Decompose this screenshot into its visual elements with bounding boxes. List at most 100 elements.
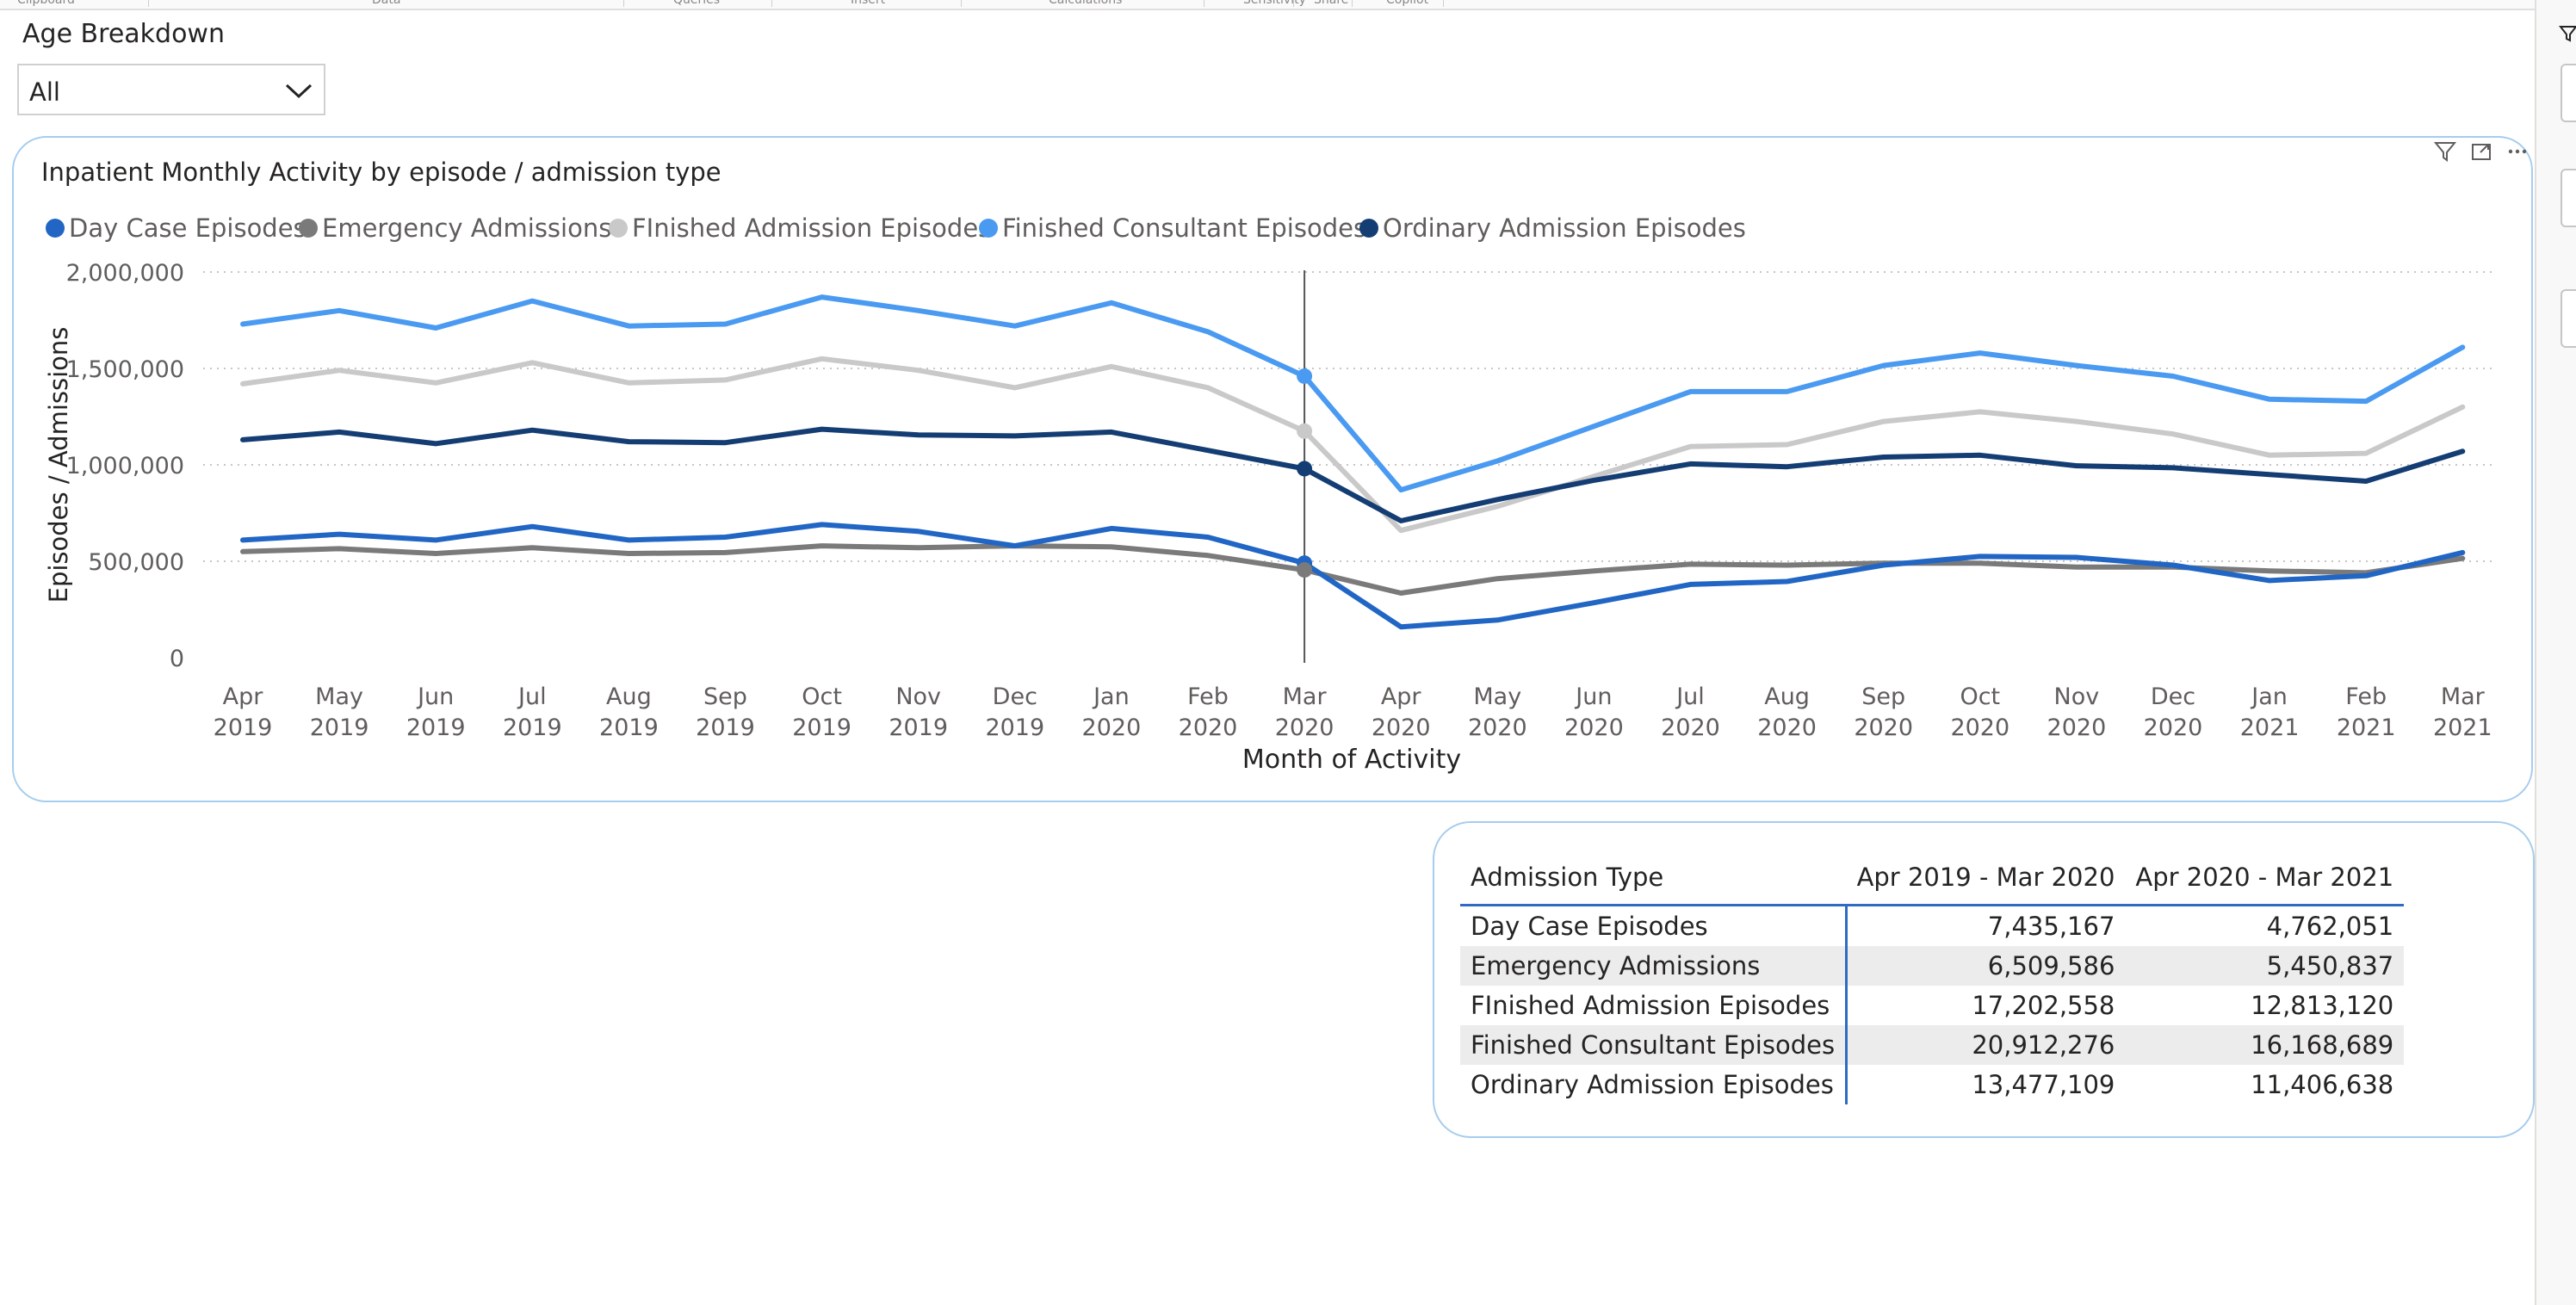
table-header-row: Admission Type Apr 2019 - Mar 2020 Apr 2… [1460, 850, 2405, 906]
chart-series-lines [240, 294, 2466, 630]
x-tick-month: May [1473, 683, 1521, 710]
x-tick-month: Sep [703, 683, 747, 710]
table-cell-type: FInished Admission Episodes [1460, 986, 1848, 1025]
data-point-marker[interactable] [1297, 368, 1313, 384]
table-cell-value: 12,813,120 [2251, 991, 2394, 1020]
x-tick-year: 2019 [889, 714, 948, 741]
table-cell-value: 6,509,586 [1846, 946, 2126, 986]
ribbon-group-label: Sensitivity [1243, 0, 1306, 7]
filter-well-box[interactable] [2561, 64, 2576, 122]
legend-label[interactable]: Emergency Admissions [322, 213, 611, 243]
x-tick-year: 2020 [1468, 714, 1527, 741]
table-row[interactable]: Day Case Episodes 7,435,167 4,762,051 [1460, 905, 2404, 946]
ribbon-group-label: Insert [851, 0, 886, 7]
legend-marker[interactable] [1359, 219, 1378, 238]
slicer-title: Age Breakdown [22, 19, 225, 49]
table-cell-type: Emergency Admissions [1460, 946, 1848, 986]
legend-marker[interactable] [609, 219, 628, 238]
line-chart-visual[interactable] [12, 136, 2533, 802]
y-tick-label: 1,000,000 [66, 453, 184, 479]
column-header-2019-2020[interactable]: Apr 2019 - Mar 2020 [1846, 850, 2126, 906]
ribbon-group-label: Calculations [1049, 0, 1123, 7]
series-line-0 [240, 522, 2466, 630]
column-header-2020-2021[interactable]: Apr 2020 - Mar 2021 [2125, 850, 2405, 906]
x-tick-month: Jan [2250, 683, 2288, 710]
ribbon-group-label: Clipboard [17, 0, 75, 7]
x-tick-year: 2021 [2433, 714, 2492, 741]
y-axis-ticks: 0 500,000 1,000,000 1,500,000 2,000,000 [66, 260, 184, 672]
table-cell-value: 16,168,689 [2125, 1025, 2405, 1065]
x-tick-month: Mar [1283, 683, 1328, 710]
legend-marker[interactable] [979, 219, 998, 238]
table-row[interactable]: Ordinary Admission Episodes 13,477,109 1… [1460, 1065, 2404, 1104]
y-tick-label: 500,000 [88, 549, 184, 576]
chart-gridlines [203, 271, 2492, 562]
y-tick-label: 0 [170, 646, 184, 672]
focus-mode-icon[interactable] [2469, 139, 2493, 164]
data-point-marker[interactable] [1297, 423, 1313, 439]
legend-marker[interactable] [46, 219, 65, 238]
series-line-2 [240, 356, 2466, 534]
x-tick-year: 2020 [1854, 714, 1913, 741]
x-tick-month: Oct [802, 683, 842, 710]
series-line-4 [240, 426, 2466, 523]
table-cell-type: Ordinary Admission Episodes [1460, 1065, 1848, 1104]
chart-legend[interactable]: Day Case Episodes Emergency Admissions FIn… [46, 213, 1746, 243]
table-row[interactable]: Finished Consultant Episodes 20,912,276 … [1460, 1025, 2405, 1065]
filter-icon[interactable] [2433, 139, 2457, 164]
y-axis-title: Episodes / Admissions [44, 327, 73, 603]
x-axis-title: Month of Activity [1242, 745, 1461, 775]
legend-label[interactable]: FInished Admission Episodes [632, 213, 991, 243]
x-tick-month: Feb [2345, 683, 2387, 710]
legend-label[interactable]: Ordinary Admission Episodes [1383, 213, 1746, 243]
x-tick-month: Dec [2151, 683, 2195, 710]
table-cell-type: Day Case Episodes [1460, 905, 1848, 946]
x-tick-year: 2019 [503, 714, 562, 741]
table-cell-value: 17,202,558 [1972, 991, 2115, 1020]
x-tick-year: 2019 [696, 714, 755, 741]
x-tick-year: 2020 [1757, 714, 1817, 741]
x-tick-month: Mar [2441, 683, 2486, 710]
age-breakdown-dropdown[interactable]: All [17, 64, 325, 115]
legend-marker[interactable] [299, 219, 318, 238]
x-tick-year: 2020 [1179, 714, 1238, 741]
legend-label[interactable]: Finished Consultant Episodes [1002, 213, 1366, 243]
x-tick-month: Jul [1675, 683, 1705, 710]
hover-markers[interactable] [1297, 368, 1313, 578]
more-options-icon[interactable] [2505, 139, 2530, 164]
table-row[interactable]: FInished Admission Episodes 17,202,558 1… [1460, 986, 2404, 1025]
table-cell-value: 13,477,109 [1972, 1070, 2115, 1099]
filters-pane-edge[interactable] [2535, 0, 2576, 1305]
x-tick-year: 2020 [1564, 714, 1624, 741]
x-tick-year: 2019 [985, 714, 1044, 741]
chart-title: Inpatient Monthly Activity by episode / … [41, 158, 721, 187]
data-point-marker[interactable] [1297, 461, 1313, 477]
x-tick-month: Jun [416, 683, 454, 710]
x-tick-month: Sep [1861, 683, 1905, 710]
series-line-1 [240, 543, 2466, 596]
x-axis-ticks: Apr 2019 May 2019 Jun 2019 Jul 2019 Aug 2019 Sep 20… [214, 683, 2492, 741]
table-row[interactable]: Emergency Admissions 6,509,586 5,450,837 [1460, 946, 2405, 986]
filter-well-box[interactable] [2561, 289, 2576, 348]
x-tick-year: 2020 [1275, 714, 1334, 741]
data-point-marker[interactable] [1297, 562, 1313, 578]
table-cell-value: 5,450,837 [2125, 946, 2405, 986]
ribbon-group-label: Queries [673, 0, 721, 7]
filter-well-box[interactable] [2561, 169, 2576, 227]
table-cell-value: 7,435,167 [1987, 912, 2115, 941]
x-tick-month: Aug [1764, 683, 1810, 710]
x-tick-year: 2020 [1661, 714, 1720, 741]
ribbon-strip: Clipboard Data Queries Insert Calculatio… [0, 0, 2548, 10]
ribbon-group-label: Data [372, 0, 401, 7]
x-tick-year: 2021 [2240, 714, 2300, 741]
table-cell-value: 20,912,276 [1846, 1025, 2126, 1065]
x-tick-year: 2020 [2144, 714, 2203, 741]
x-tick-year: 2019 [792, 714, 851, 741]
x-tick-year: 2020 [2047, 714, 2107, 741]
visual-header [2433, 139, 2530, 164]
y-tick-label: 2,000,000 [66, 260, 184, 287]
line-chart: Inpatient Monthly Activity by episode / … [41, 158, 2492, 775]
filter-pane-icon[interactable] [2558, 24, 2576, 46]
legend-label[interactable]: Day Case Episodes [69, 213, 307, 243]
column-header-admission-type[interactable]: Admission Type [1460, 850, 1847, 906]
